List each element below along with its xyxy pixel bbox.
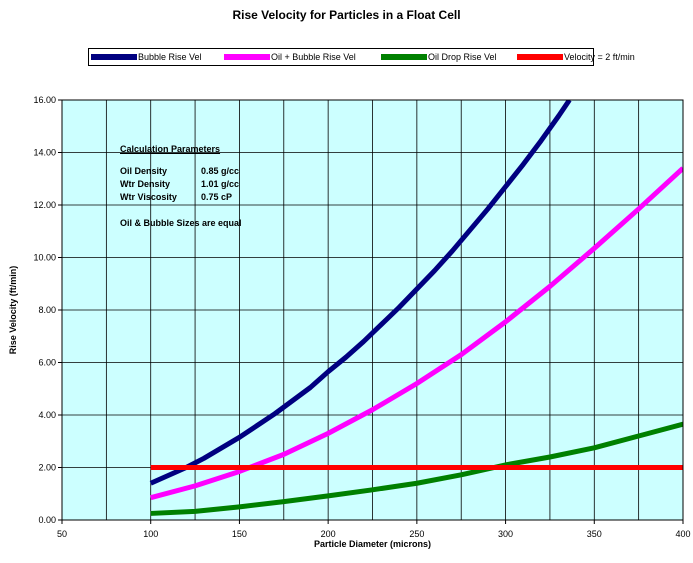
y-tick-label: 0.00	[38, 515, 56, 525]
legend-swatch-velocity	[517, 54, 563, 60]
legend-item-velocity: Velocity = 2 ft/min	[517, 49, 635, 65]
y-axis-title: Rise Velocity (ft/min)	[8, 266, 18, 355]
legend-label-oil-drop: Oil Drop Rise Vel	[428, 52, 497, 62]
series-line-oil-drop	[150, 421, 683, 516]
x-tick-label: 50	[57, 529, 67, 539]
x-tick-label: 350	[587, 529, 602, 539]
series-line-oil-bubble	[150, 166, 683, 501]
x-tick-label: 100	[143, 529, 158, 539]
y-tick-label: 8.00	[38, 305, 56, 315]
y-tick-label: 4.00	[38, 410, 56, 420]
parameter-value: 0.75 cP	[201, 192, 233, 202]
parameter-label: Wtr Viscosity	[120, 192, 177, 202]
x-axis-title: Particle Diameter (microns)	[314, 539, 431, 549]
parameters-title: Calculation Parameters	[120, 144, 221, 154]
legend-item-oil-drop: Oil Drop Rise Vel	[381, 49, 497, 65]
parameter-label: Wtr Density	[120, 179, 171, 189]
legend-label-oil-bubble: Oil + Bubble Rise Vel	[271, 52, 356, 62]
legend-swatch-bubble	[91, 54, 137, 60]
legend-item-bubble: Bubble Rise Vel	[91, 49, 202, 65]
parameter-row: Wtr Density 1.01 g/cc	[120, 178, 242, 191]
y-tick-label: 14.00	[33, 148, 56, 158]
y-tick-label: 10.00	[33, 253, 56, 263]
legend-item-oil-bubble: Oil + Bubble Rise Vel	[224, 49, 356, 65]
x-tick-label: 200	[321, 529, 336, 539]
y-tick-label: 12.00	[33, 200, 56, 210]
legend-label-velocity: Velocity = 2 ft/min	[564, 52, 635, 62]
y-tick-label: 6.00	[38, 358, 56, 368]
parameter-row: Wtr Viscosity 0.75 cP	[120, 191, 242, 204]
y-tick-label: 16.00	[33, 95, 56, 105]
parameter-row: Oil Density 0.85 g/cc	[120, 165, 242, 178]
x-tick-label: 400	[675, 529, 690, 539]
legend: Bubble Rise Vel Oil + Bubble Rise Vel Oi…	[88, 48, 635, 66]
x-tick-label: 150	[232, 529, 247, 539]
series-line-bubble	[149, 100, 572, 486]
legend-swatch-oil-drop	[381, 54, 427, 60]
chart-title: Rise Velocity for Particles in a Float C…	[232, 8, 461, 22]
x-tick-label: 300	[498, 529, 513, 539]
x-tick-label: 250	[409, 529, 424, 539]
y-tick-label: 2.00	[38, 463, 56, 473]
parameters-note: Oil & Bubble Sizes are equal	[120, 218, 242, 228]
parameter-value: 1.01 g/cc	[201, 179, 240, 189]
legend-swatch-oil-bubble	[224, 54, 270, 60]
legend-label-bubble: Bubble Rise Vel	[138, 52, 202, 62]
calculation-parameters-box: Calculation Parameters Oil Density 0.85 …	[120, 143, 242, 230]
parameter-value: 0.85 g/cc	[201, 166, 240, 176]
parameter-label: Oil Density	[120, 166, 168, 176]
